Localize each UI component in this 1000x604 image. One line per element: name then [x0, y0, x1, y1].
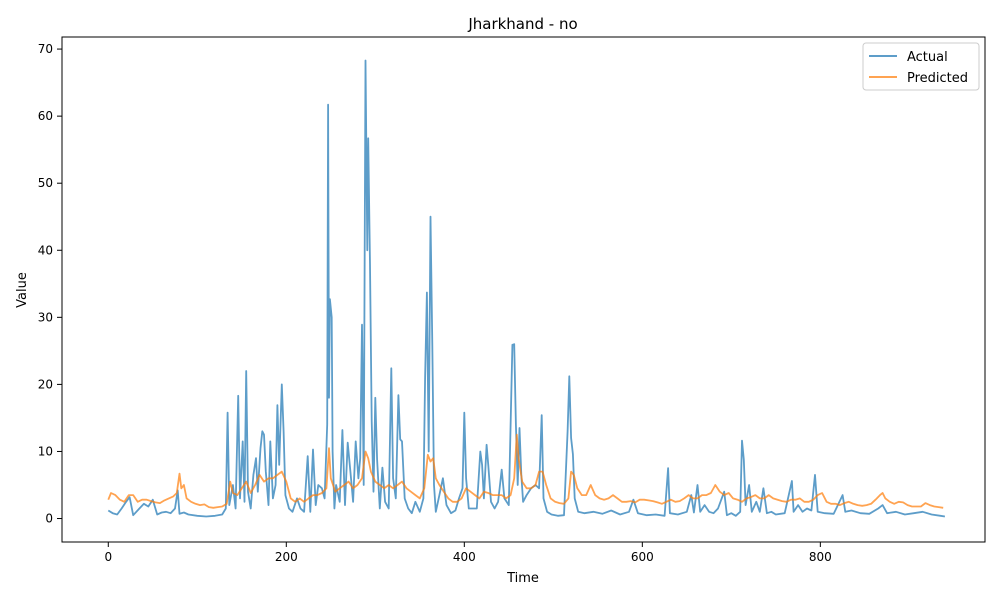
y-axis: 0 10 20 30 40 50 60 70	[38, 42, 62, 526]
legend-label-predicted: Predicted	[907, 71, 968, 86]
chart-title: Jharkhand - no	[467, 15, 577, 33]
plot-frame	[61, 36, 986, 543]
y-tick-label: 30	[38, 310, 53, 324]
x-tick-label: 600	[631, 550, 654, 564]
legend-label-actual: Actual	[907, 50, 948, 65]
x-tick-label: 400	[453, 550, 476, 564]
x-tick-label: 200	[275, 550, 298, 564]
y-axis-label: Value	[15, 272, 30, 308]
plot-lines	[107, 59, 946, 518]
y-tick-label: 70	[38, 42, 53, 56]
y-tick-label: 10	[38, 444, 53, 458]
series-line-actual	[107, 59, 946, 518]
y-tick-label: 40	[38, 243, 53, 257]
legend-box	[862, 42, 980, 91]
y-tick-label: 60	[38, 109, 53, 123]
x-axis: 0 200 400 600 800	[104, 542, 832, 564]
series-line-predicted	[107, 433, 944, 509]
x-tick-label: 800	[809, 550, 832, 564]
y-tick-label: 50	[38, 176, 53, 190]
x-tick-label: 0	[104, 550, 112, 564]
x-axis-label: Time	[506, 571, 539, 586]
legend: Actual Predicted	[862, 42, 980, 91]
y-tick-label: 0	[45, 512, 53, 526]
y-tick-label: 20	[38, 377, 53, 391]
